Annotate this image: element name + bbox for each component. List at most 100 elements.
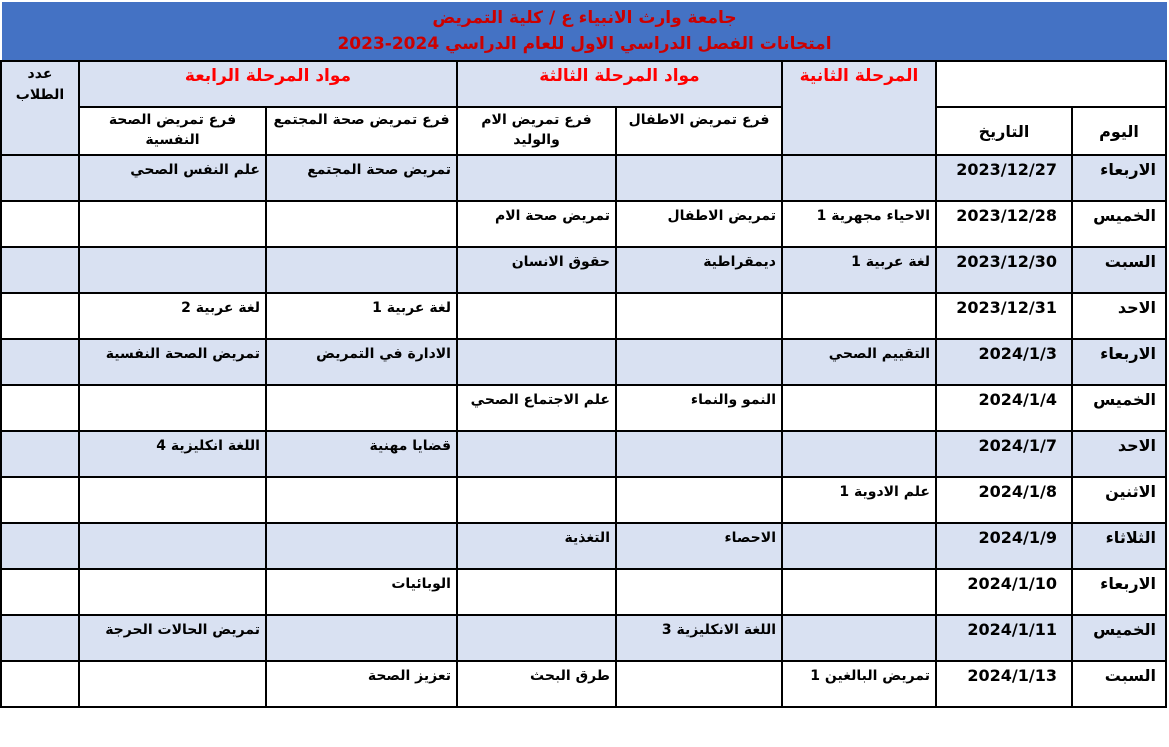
- maternal-subject-cell: [455, 614, 618, 662]
- community-branch-header: فرع تمريض صحة المجتمع: [264, 106, 458, 156]
- stage2-subject-cell: لغة عربية 1: [781, 246, 937, 294]
- community-subject-cell: [264, 522, 458, 570]
- maternal-subject-cell: علم الاجتماع الصحي: [455, 384, 618, 432]
- peds-subject-cell: [615, 476, 783, 524]
- peds-subject-cell: الاحصاء: [615, 522, 783, 570]
- date-cell: 2023/12/28: [935, 200, 1073, 248]
- community-subject-cell: لغة عربية 1: [264, 292, 458, 340]
- student-count-cell: [0, 568, 80, 616]
- day-cell: الاثنين: [1071, 476, 1167, 524]
- schedule-row: السبت 2024/1/13 تمريض البالغين 1 طرق البحث ت…: [0, 660, 1167, 708]
- peds-subject-cell: [615, 338, 783, 386]
- psych-subject-cell: تمريض الحالات الحرجة: [77, 614, 267, 662]
- community-subject-cell: [264, 384, 458, 432]
- schedule-row: الاربعاء 2024/1/10 الوبائيات: [0, 568, 1167, 616]
- stage2-header: المرحلة الثانية: [781, 60, 937, 156]
- day-cell: الاحد: [1071, 430, 1167, 478]
- peds-subject-cell: النمو والنماء: [615, 384, 783, 432]
- date-cell: 2024/1/9: [935, 522, 1073, 570]
- day-cell: الاحد: [1071, 292, 1167, 340]
- day-cell: الخميس: [1071, 614, 1167, 662]
- community-subject-cell: [264, 476, 458, 524]
- schedule-row: الخميس 2024/1/11 اللغة الانكليزية 3 تمريض ا…: [0, 614, 1167, 662]
- date-cell: 2024/1/7: [935, 430, 1073, 478]
- student-count-cell: [0, 200, 80, 248]
- date-column-header: التاريخ: [935, 106, 1073, 156]
- peds-subject-cell: [615, 660, 783, 708]
- student-count-cell: [0, 614, 80, 662]
- header-row-columns: اليوم التاريخ فرع تمريض الاطفال فرع تمري…: [1, 106, 1167, 156]
- date-cell: 2024/1/4: [935, 384, 1073, 432]
- maternal-subject-cell: [455, 292, 618, 340]
- schedule-row: الاربعاء 2023/12/27 تمريض صحة المجتمع علم ا…: [0, 154, 1167, 202]
- date-cell: 2023/12/31: [935, 292, 1073, 340]
- psych-subject-cell: [77, 384, 267, 432]
- maternal-subject-cell: [455, 338, 618, 386]
- community-subject-cell: تمريض صحة المجتمع: [264, 154, 458, 202]
- psych-subject-cell: [77, 568, 267, 616]
- community-subject-cell: الادارة في التمريض: [264, 338, 458, 386]
- psych-subject-cell: [77, 660, 267, 708]
- peds-subject-cell: [615, 568, 783, 616]
- psych-subject-cell: [77, 246, 267, 294]
- maternal-subject-cell: [455, 430, 618, 478]
- community-subject-cell: [264, 614, 458, 662]
- header-row-sections: المرحلة الثانية مواد المرحلة الثالثة موا…: [0, 60, 1167, 156]
- student-count-cell: [0, 338, 80, 386]
- peds-branch-header: فرع تمريض الاطفال: [615, 106, 783, 156]
- schedule-row: الاربعاء 2024/1/3 التقييم الصحي الادارة في …: [0, 338, 1167, 386]
- psych-subject-cell: [77, 476, 267, 524]
- schedule-row: السبت 2023/12/30 لغة عربية 1 ديمقراطية حقوق …: [0, 246, 1167, 294]
- maternal-subject-cell: [455, 476, 618, 524]
- maternal-subject-cell: تمريض صحة الام: [455, 200, 618, 248]
- student-count-cell: [0, 522, 80, 570]
- day-cell: الثلاثاء: [1071, 522, 1167, 570]
- date-cell: 2024/1/3: [935, 338, 1073, 386]
- day-cell: الخميس: [1071, 384, 1167, 432]
- schedule-rows: الاربعاء 2023/12/27 تمريض صحة المجتمع علم ا…: [0, 154, 1167, 708]
- peds-subject-cell: [615, 154, 783, 202]
- date-cell: 2024/1/8: [935, 476, 1073, 524]
- stage2-subject-cell: [781, 522, 937, 570]
- peds-subject-cell: [615, 430, 783, 478]
- student-count-cell: [0, 660, 80, 708]
- psych-subject-cell: تمريض الصحة النفسية: [77, 338, 267, 386]
- day-cell: الاربعاء: [1071, 338, 1167, 386]
- peds-subject-cell: [615, 292, 783, 340]
- psych-subject-cell: اللغة انكليزية 4: [77, 430, 267, 478]
- peds-subject-cell: ديمقراطية: [615, 246, 783, 294]
- psych-subject-cell: علم النفس الصحي: [77, 154, 267, 202]
- schedule-row: الاحد 2024/1/7 قضايا مهنية اللغة انكليزية 4: [0, 430, 1167, 478]
- stage2-subject-cell: تمريض البالغين 1: [781, 660, 937, 708]
- student-count-cell: [0, 246, 80, 294]
- day-cell: الاربعاء: [1071, 154, 1167, 202]
- stage2-subject-cell: [781, 568, 937, 616]
- community-subject-cell: [264, 246, 458, 294]
- schedule-row: الاحد 2023/12/31 لغة عربية 1 لغة عربية 2: [0, 292, 1167, 340]
- schedule-row: الخميس 2024/1/4 النمو والنماء علم الاجتماع …: [0, 384, 1167, 432]
- empty-corner-cell: [935, 60, 1167, 108]
- student-count-cell: [0, 292, 80, 340]
- maternal-subject-cell: طرق البحث: [455, 660, 618, 708]
- day-cell: السبت: [1071, 246, 1167, 294]
- maternal-subject-cell: [455, 568, 618, 616]
- maternal-subject-cell: حقوق الانسان: [455, 246, 618, 294]
- student-count-cell: [0, 154, 80, 202]
- stage2-subject-cell: علم الادوية 1: [781, 476, 937, 524]
- schedule-row: الخميس 2023/12/28 الاحياء مجهرية 1 تمريض ال…: [0, 200, 1167, 248]
- student-count-cell: [0, 430, 80, 478]
- community-subject-cell: الوبائيات: [264, 568, 458, 616]
- stage2-subject-cell: [781, 384, 937, 432]
- stage4-subjects-header: مواد المرحلة الرابعة: [77, 60, 458, 108]
- exam-schedule-table: المرحلة الثانية مواد المرحلة الثالثة موا…: [0, 60, 1167, 708]
- stage2-subject-cell: [781, 292, 937, 340]
- maternal-subject-cell: التغذية: [455, 522, 618, 570]
- stage2-subject-cell: التقييم الصحي: [781, 338, 937, 386]
- peds-subject-cell: تمريض الاطفال: [615, 200, 783, 248]
- students-count-header: عدد الطلاب: [0, 60, 80, 156]
- student-count-cell: [0, 476, 80, 524]
- psych-subject-cell: [77, 200, 267, 248]
- schedule-row: الاثنين 2024/1/8 علم الادوية 1: [0, 476, 1167, 524]
- community-subject-cell: [264, 200, 458, 248]
- date-cell: 2024/1/11: [935, 614, 1073, 662]
